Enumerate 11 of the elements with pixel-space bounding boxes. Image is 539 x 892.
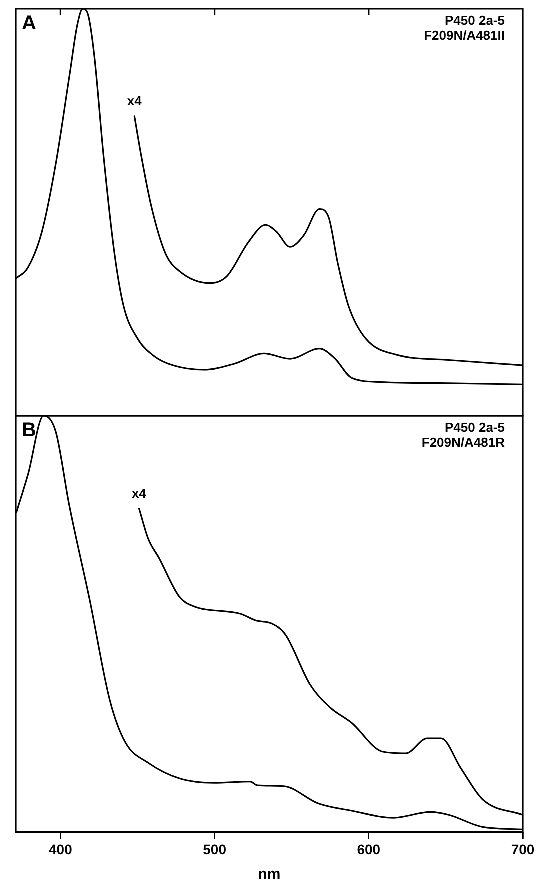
x-tick-label: 700 bbox=[511, 841, 535, 858]
chart-title: B bbox=[22, 420, 36, 442]
x-axis-title: nm bbox=[258, 866, 281, 884]
annotation: x4 bbox=[132, 486, 148, 501]
annotation: P450 2a-5 F209N/A481II bbox=[424, 13, 505, 44]
chart-title: A bbox=[22, 12, 36, 35]
x-tick-label: 400 bbox=[49, 841, 73, 858]
annotation: x4 bbox=[127, 94, 143, 109]
annotation: P450 2a-5 F209N/A481R bbox=[422, 420, 506, 450]
x-tick-label: 500 bbox=[203, 841, 227, 858]
x-tick-label: 600 bbox=[357, 841, 381, 858]
